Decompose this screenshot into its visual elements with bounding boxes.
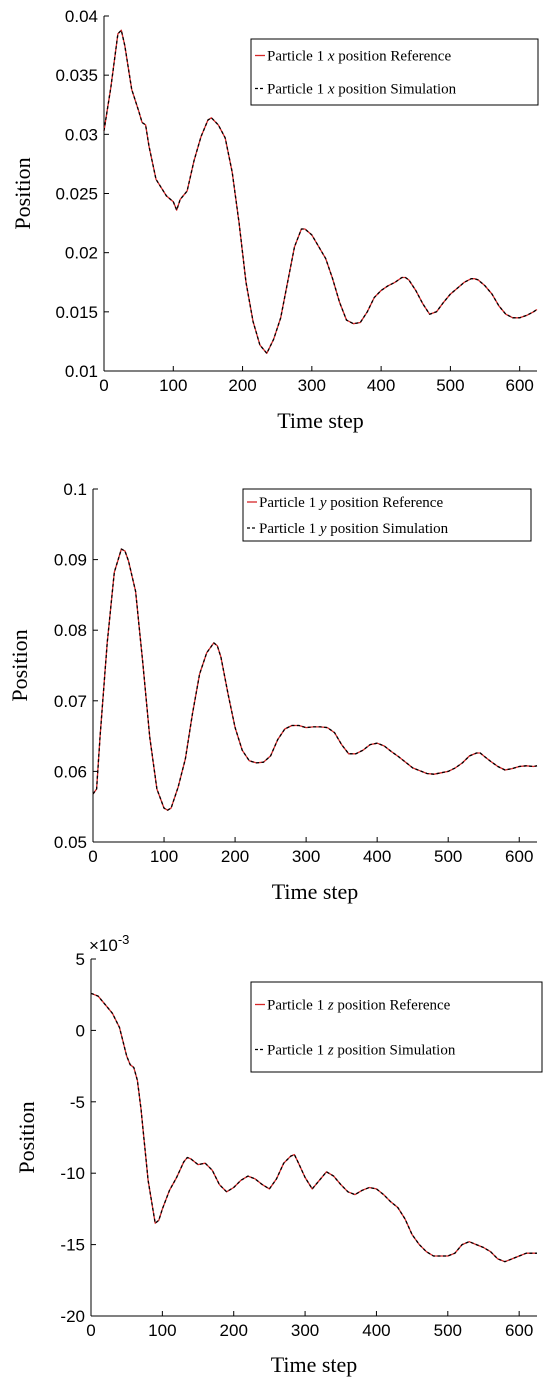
- legend-label: Particle 1 z position Reference: [267, 998, 451, 1014]
- x-tick-label: 300: [298, 376, 326, 395]
- x-tick-label: 300: [292, 847, 320, 866]
- chart-panel-1: 0 100 200 300 400 500 600 0.01 0.015 0.02 0.025 0.0…: [10, 7, 539, 433]
- x-tick-label: 500: [434, 1321, 462, 1340]
- y-tick-label: 5: [76, 950, 85, 969]
- x-tick-label: 400: [367, 376, 395, 395]
- x-tick-label: 100: [148, 1321, 176, 1340]
- y-tick-label: -15: [60, 1236, 85, 1255]
- legend-label: Particle 1 x position Reference: [267, 49, 451, 65]
- x-tick-label: 0: [99, 376, 108, 395]
- y-tick-label: 0.03: [65, 125, 98, 144]
- y-tick-label: 0.025: [55, 185, 98, 204]
- y-tick-label: 0.06: [54, 762, 87, 781]
- x-tick-label: 500: [436, 376, 464, 395]
- legend: Particle 1 x position Reference Particle …: [250, 38, 539, 106]
- y-tick-label: 0.02: [65, 244, 98, 263]
- x-tick-label: 100: [150, 847, 178, 866]
- legend-box: [250, 38, 539, 106]
- y-tick-label: 0.07: [54, 692, 87, 711]
- series-line-simulation: [92, 548, 538, 811]
- x-tick-label: 400: [362, 1321, 390, 1340]
- y-axis-label: Position: [7, 629, 32, 701]
- y-axis-label: Position: [10, 157, 35, 229]
- x-tick-label: 600: [505, 1321, 533, 1340]
- x-tick-label: 0: [86, 1321, 95, 1340]
- y-axis-multiplier: ×10-3: [89, 932, 129, 955]
- chart-panel-2: 0 100 200 300 400 500 600 0.05 0.06 0.07 0.08 0.09 0…: [7, 480, 538, 904]
- x-tick-label: 600: [505, 376, 533, 395]
- legend-label: Particle 1 z position Simulation: [267, 1043, 456, 1059]
- x-tick-label: 600: [505, 847, 533, 866]
- y-axis-label: Position: [14, 1101, 39, 1173]
- legend-label: Particle 1 y position Reference: [259, 495, 443, 511]
- legend-box: [250, 981, 543, 1073]
- y-tick-label: 0.05: [54, 833, 87, 852]
- x-axis-label: Time step: [277, 408, 364, 433]
- legend: Particle 1 z position Reference Particle …: [250, 981, 543, 1073]
- y-tick-label: 0.08: [54, 621, 87, 640]
- y-tick-label: 0.04: [65, 7, 98, 26]
- legend: Particle 1 y position Reference Particle …: [242, 488, 532, 542]
- y-tick-label: 0: [76, 1021, 85, 1040]
- x-tick-label: 200: [221, 847, 249, 866]
- legend-label: Particle 1 y position Simulation: [259, 521, 449, 537]
- x-tick-label: 200: [228, 376, 256, 395]
- y-tick-label: -10: [60, 1164, 85, 1183]
- y-tick-label: -5: [70, 1093, 85, 1112]
- legend-box: [242, 488, 532, 542]
- y-tick-label: -20: [60, 1307, 85, 1326]
- y-tick-label: 0.09: [54, 551, 87, 570]
- chart-panel-3: 0 100 200 300 400 500 600 -20 -15 -10 -5 0 5×10-3 Tim…: [14, 932, 543, 1377]
- x-tick-label: 100: [159, 376, 187, 395]
- x-tick-label: 200: [220, 1321, 248, 1340]
- legend-label: Particle 1 x position Simulation: [267, 82, 457, 98]
- x-axis-label: Time step: [272, 879, 359, 904]
- x-axis-label: Time step: [271, 1352, 358, 1377]
- x-tick-label: 300: [291, 1321, 319, 1340]
- series-line-simulation: [90, 992, 537, 1263]
- y-tick-label: 0.015: [55, 303, 98, 322]
- y-tick-label: 0.01: [65, 362, 98, 381]
- x-tick-label: 500: [434, 847, 462, 866]
- series-line-simulation: [103, 29, 538, 354]
- x-tick-label: 400: [363, 847, 391, 866]
- x-tick-label: 0: [88, 847, 97, 866]
- y-tick-label: 0.1: [63, 480, 87, 499]
- series-line-reference: [92, 548, 538, 811]
- y-tick-label: 0.035: [55, 66, 98, 85]
